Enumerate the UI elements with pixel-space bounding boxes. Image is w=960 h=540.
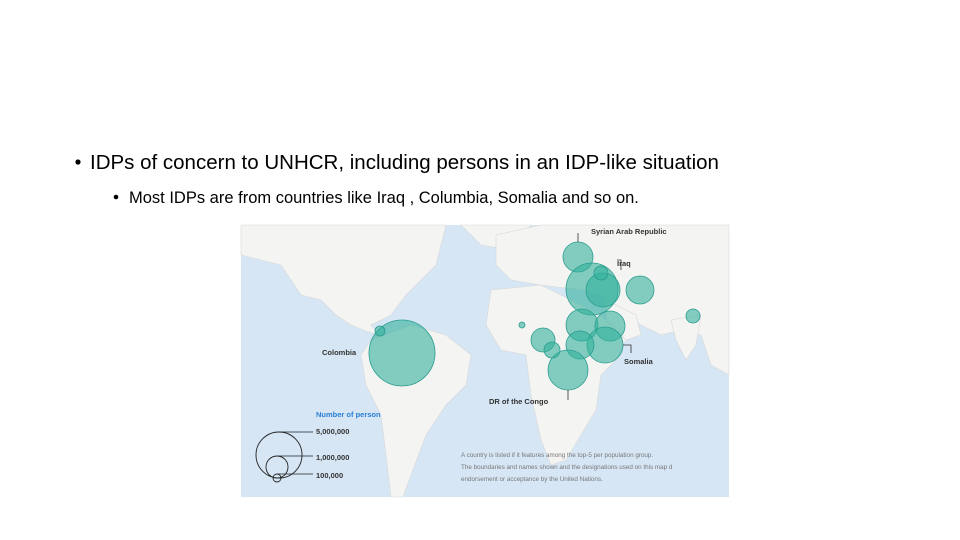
bullet xyxy=(113,194,119,200)
map: Syrian Arab Republic Iraq Colombia Somal… xyxy=(240,224,730,498)
bubble xyxy=(368,319,436,387)
bullet-text: Most IDPs are from countries like Iraq ,… xyxy=(129,189,639,207)
map-label: Colombia xyxy=(322,348,357,357)
map-label: DR of the Congo xyxy=(489,397,549,406)
legend-title: Number of person xyxy=(316,410,381,419)
bubble xyxy=(593,265,609,281)
bubble xyxy=(518,321,526,329)
map-label: Iraq xyxy=(617,259,631,268)
bubble xyxy=(374,325,386,337)
map-label: Syrian Arab Republic xyxy=(591,227,667,236)
land xyxy=(240,224,447,336)
bullet-text: IDPs of concern to UNHCR, including pers… xyxy=(90,151,719,174)
map-label: Somalia xyxy=(624,357,654,366)
bubble xyxy=(543,341,561,359)
bullet xyxy=(75,159,81,165)
map-note: A country is listed if it features among… xyxy=(461,452,653,459)
legend-label: 5,000,000 xyxy=(316,427,349,436)
legend-label: 100,000 xyxy=(316,471,343,480)
bubble xyxy=(685,308,701,324)
map-note: The boundaries and names shown and the d… xyxy=(461,464,673,471)
map-note: endorsement or acceptance by the United … xyxy=(461,476,603,483)
bubbles xyxy=(368,241,701,391)
legend-label: 1,000,000 xyxy=(316,453,349,462)
bubble xyxy=(625,275,655,305)
leader-line xyxy=(617,259,622,270)
leader-line xyxy=(623,344,632,353)
